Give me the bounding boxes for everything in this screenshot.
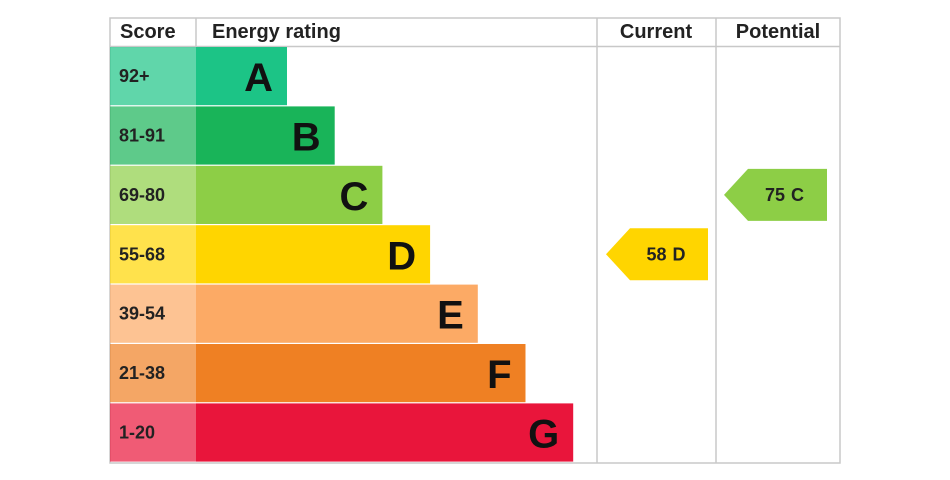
score-label: 21-38 — [119, 363, 165, 383]
current-arrow — [606, 228, 708, 281]
score-label: 81-91 — [119, 126, 165, 146]
score-cell — [110, 284, 196, 343]
rating-letter: B — [292, 116, 321, 160]
score-cell — [110, 344, 196, 403]
score-label: 92+ — [119, 66, 150, 86]
rating-letter: G — [528, 413, 559, 457]
score-label: 39-54 — [119, 304, 165, 324]
rating-bar — [196, 344, 526, 403]
header-score: Score — [120, 21, 176, 43]
header-rating: Energy rating — [212, 21, 341, 43]
rating-letter: F — [487, 353, 511, 397]
potential-label: 75 C — [765, 185, 804, 205]
rating-bar — [196, 106, 335, 165]
rating-bar — [196, 47, 287, 106]
score-cell — [110, 225, 196, 284]
rating-letter: C — [340, 175, 369, 219]
potential-rating: C — [791, 185, 804, 205]
rating-bar — [196, 165, 383, 224]
rating-letter: E — [437, 294, 464, 338]
score-label: 1-20 — [119, 423, 155, 443]
rating-letter: A — [244, 56, 273, 100]
score-cell — [110, 165, 196, 224]
header-current: Current — [620, 21, 693, 43]
score-label: 69-80 — [119, 185, 165, 205]
header-potential: Potential — [736, 21, 820, 43]
rating-bar — [196, 403, 574, 462]
current-label: 58 D — [646, 244, 685, 264]
rating-letter: D — [387, 234, 416, 278]
score-label: 55-68 — [119, 244, 165, 264]
score-cell — [110, 47, 196, 106]
potential-score: 75 — [765, 185, 785, 205]
rating-bar — [196, 225, 431, 284]
current-rating: D — [673, 244, 686, 264]
current-score: 58 — [646, 244, 666, 264]
score-cell — [110, 403, 196, 462]
rating-bar — [196, 284, 478, 343]
score-cell — [110, 106, 196, 165]
potential-arrow — [724, 168, 827, 221]
